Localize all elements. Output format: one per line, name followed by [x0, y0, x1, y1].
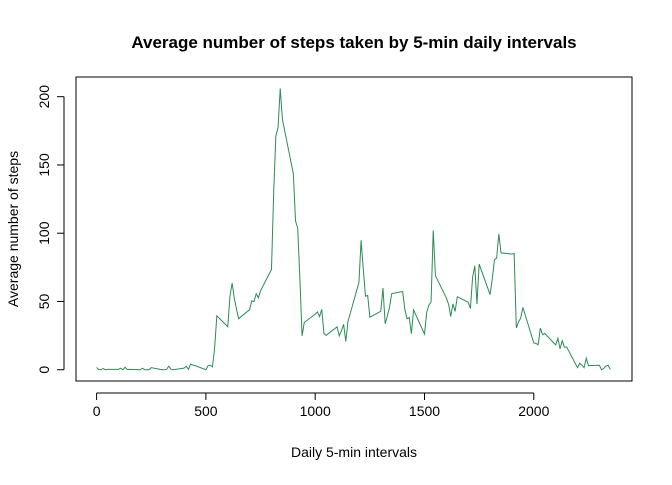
x-tick-label: 1500: [409, 403, 440, 419]
x-tick-label: 1000: [300, 403, 331, 419]
x-tick-label: 0: [93, 403, 101, 419]
x-tick-label: 500: [194, 403, 218, 419]
data-line: [96, 88, 611, 371]
y-tick-label: 50: [36, 293, 52, 309]
x-axis-label: Daily 5-min intervals: [291, 444, 417, 460]
y-tick-label: 200: [36, 85, 52, 109]
plot-box: [75, 76, 633, 382]
y-tick-label: 0: [36, 366, 52, 374]
chart-title: Average number of steps taken by 5-min d…: [131, 33, 576, 52]
y-tick-label: 150: [36, 153, 52, 177]
y-axis-label: Average number of steps: [5, 151, 21, 307]
y-tick-label: 100: [36, 221, 52, 245]
x-tick-label: 2000: [518, 403, 549, 419]
